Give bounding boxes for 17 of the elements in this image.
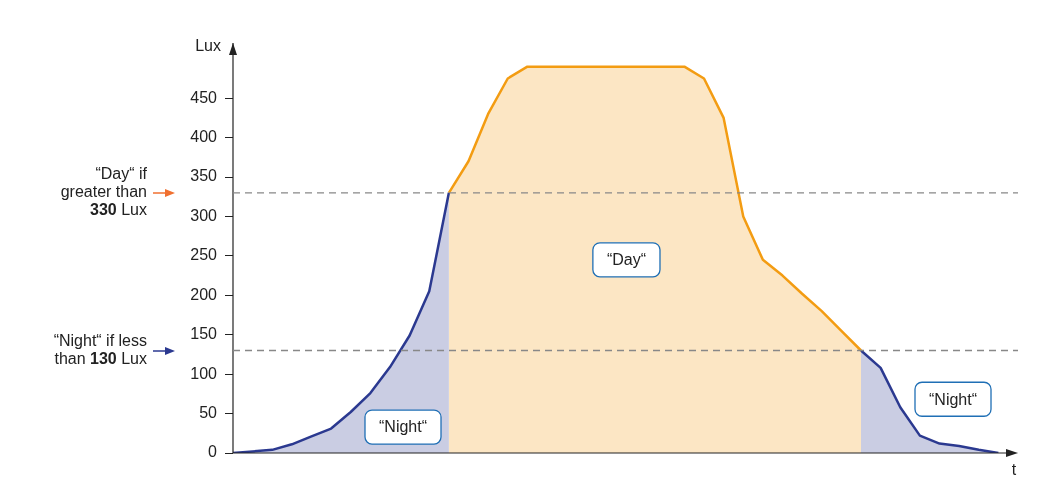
y-tick-label: 350 xyxy=(190,167,218,185)
y-tick-label: 250 xyxy=(190,246,218,264)
y-axis-title: Lux xyxy=(195,37,221,55)
y-tick-label: 450 xyxy=(190,88,218,106)
text: “Day“ if greater than 330 Lux xyxy=(60,165,147,219)
annotation: “Day“ xyxy=(606,251,646,269)
x-axis-title: t xyxy=(1011,461,1017,479)
text: “Night“ if less than 130 Lux xyxy=(53,331,147,367)
annotation: “Night“ xyxy=(379,418,428,436)
y-tick-label: 300 xyxy=(190,206,218,224)
y-tick-label: 50 xyxy=(199,403,218,421)
y-tick-label: 400 xyxy=(190,128,218,146)
y-tick-label: 150 xyxy=(190,325,218,343)
y-tick-label: 200 xyxy=(190,285,218,303)
y-tick-label: 0 xyxy=(208,443,218,461)
annotation: “Night“ xyxy=(929,390,978,408)
y-tick-label: 100 xyxy=(190,364,218,382)
